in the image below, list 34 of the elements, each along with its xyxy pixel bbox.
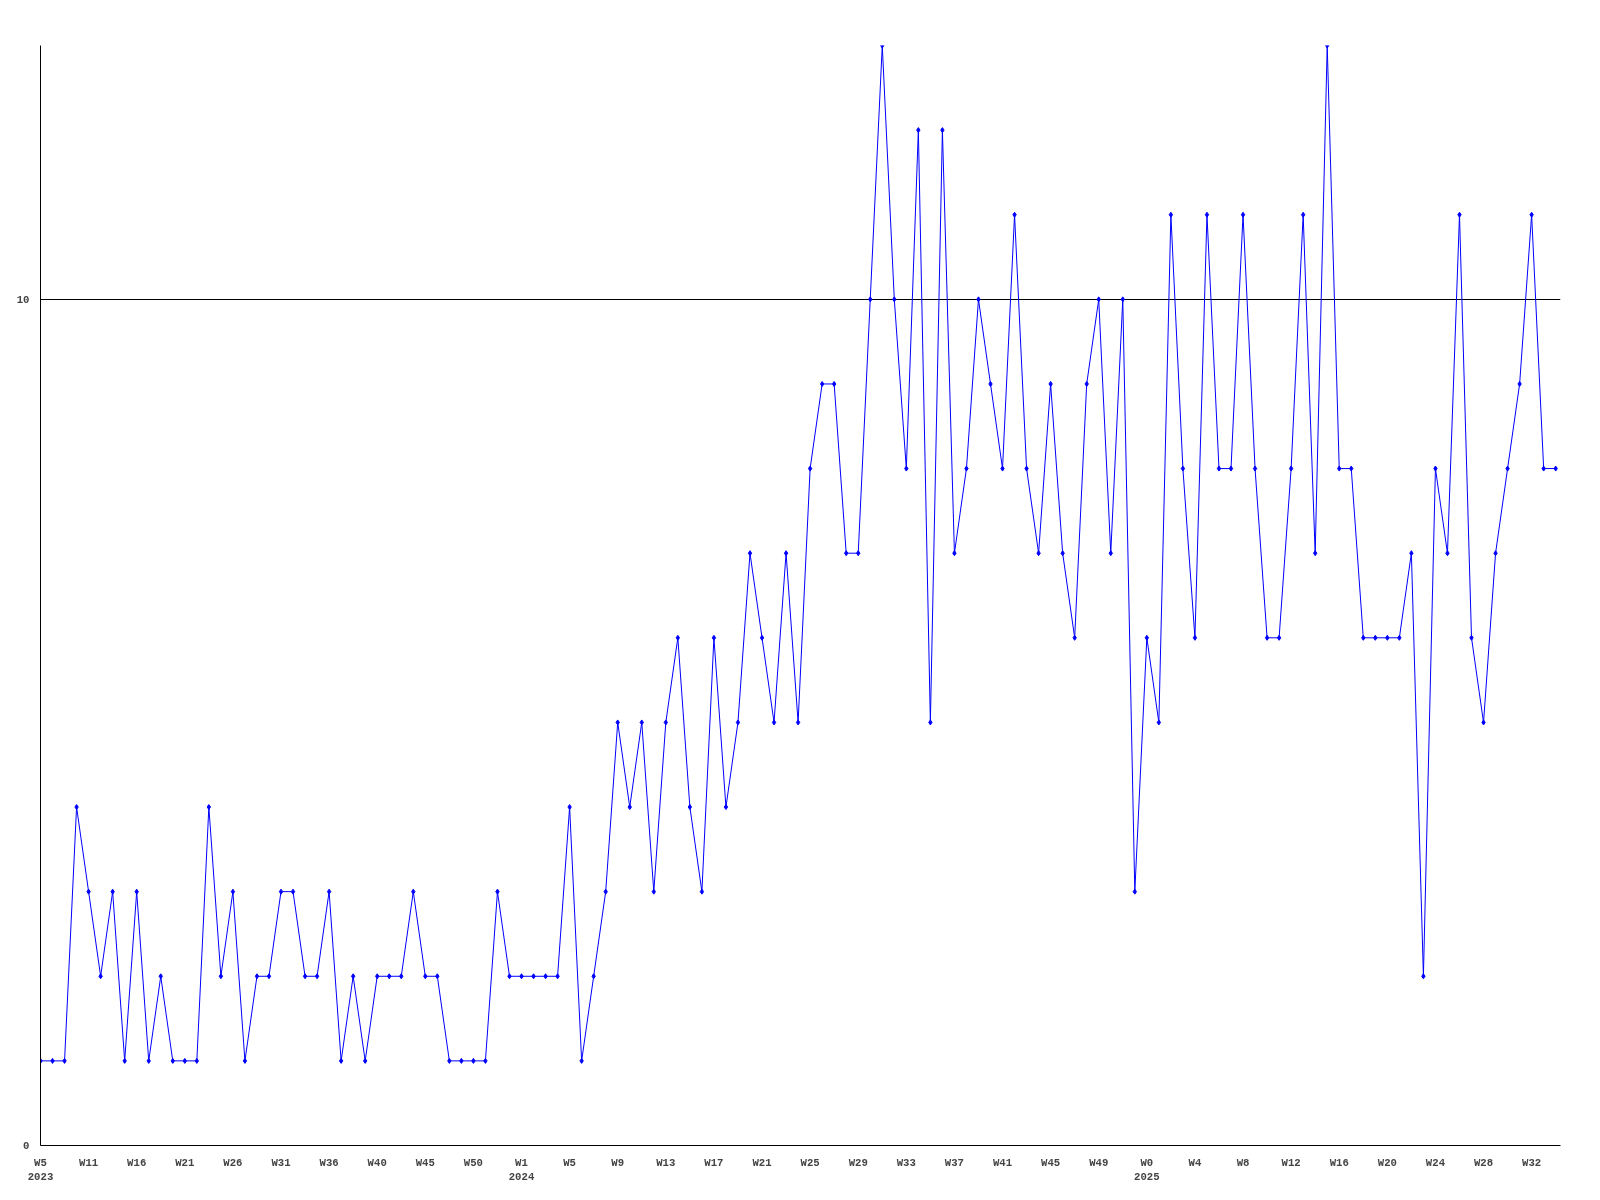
x-tick-label: W41: [992, 1156, 1013, 1169]
y-tick-label: 0: [23, 1140, 30, 1152]
x-tick-label: W21: [175, 1156, 195, 1169]
x-tick-label: W17: [704, 1156, 724, 1169]
x-tick-label: W25: [800, 1156, 820, 1169]
x-tick-label: W37: [944, 1156, 965, 1169]
x-tick-label: W0 2025: [1134, 1156, 1160, 1183]
x-tick-label: W45: [415, 1156, 435, 1169]
x-tick-label: W24: [1425, 1156, 1446, 1169]
x-tick-label: W29: [848, 1156, 868, 1169]
y-tick-label: 10: [16, 293, 30, 306]
x-tick-label: W4: [1188, 1156, 1202, 1169]
x-tick-label: W16: [1329, 1156, 1349, 1169]
x-tick-label: W13: [656, 1156, 676, 1169]
x-tick-label: W5: [563, 1156, 577, 1169]
x-tick-label: W1 2024: [508, 1156, 535, 1183]
x-tick-label: W28: [1473, 1156, 1494, 1169]
x-tick-label: W49: [1089, 1156, 1109, 1169]
x-tick-label: W36: [319, 1156, 339, 1169]
x-tick-label: W40: [367, 1156, 387, 1169]
x-tick-label: W33: [896, 1156, 916, 1169]
x-tick-label: W20: [1377, 1156, 1397, 1169]
x-tick-label: W26: [223, 1156, 243, 1169]
x-tick-label: W8: [1236, 1156, 1250, 1169]
x-tick-label: W11: [79, 1156, 99, 1169]
x-tick-label: W31: [271, 1156, 291, 1169]
x-tick-label: W5 2023: [27, 1156, 54, 1183]
x-tick-label: W9: [611, 1156, 625, 1169]
x-tick-label: W16: [127, 1156, 147, 1169]
x-tick-label: W21: [752, 1156, 772, 1169]
x-tick-label: W45: [1041, 1156, 1061, 1169]
x-tick-label: W32: [1522, 1156, 1542, 1169]
x-tick-label: W50: [463, 1156, 484, 1169]
x-tick-label: W12: [1281, 1156, 1301, 1169]
